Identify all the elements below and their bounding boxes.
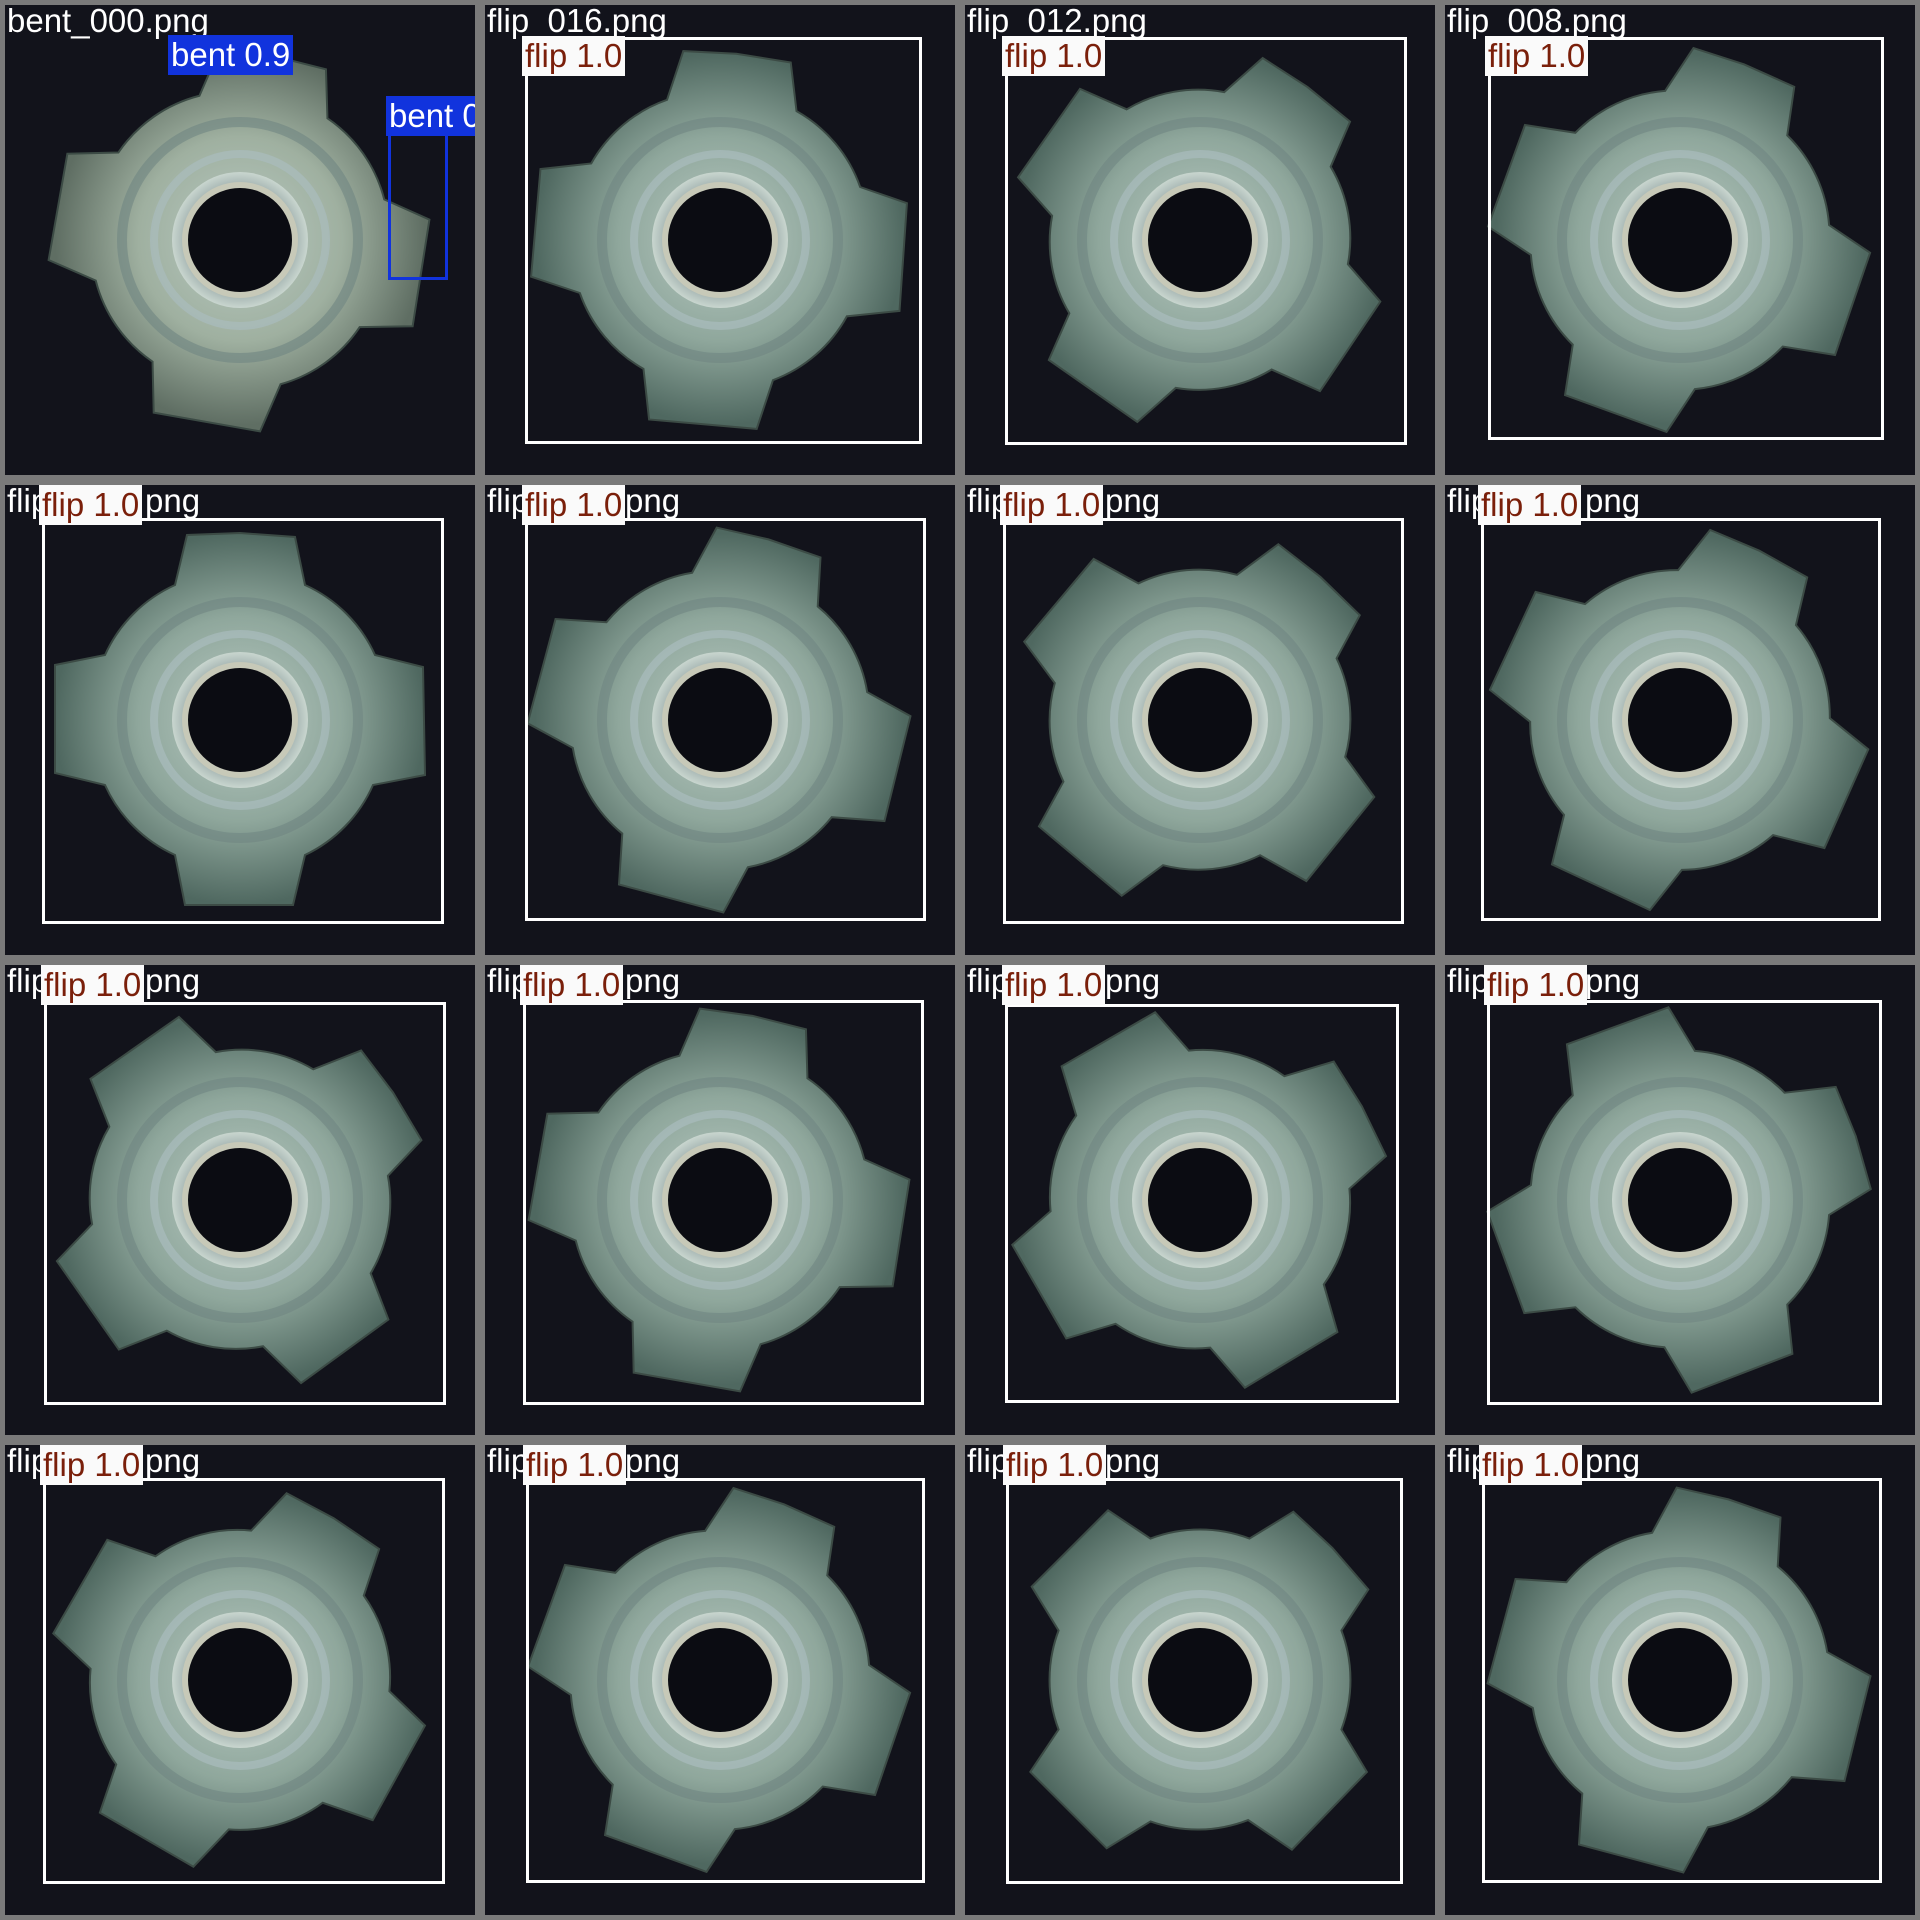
file-name-suffix: png [625,1445,681,1479]
flip-detection-box[interactable] [1481,518,1881,921]
file-name-suffix: png [1105,485,1161,519]
flip-detection-label: flip 1.0 [1002,36,1106,76]
t-nut-photo [1486,1486,1872,1874]
flip-detection-label: flip 1.0 [1485,36,1589,76]
flip-detection-box[interactable] [1487,1000,1882,1405]
flip-detection-label: flip 1.0 [1003,1445,1107,1485]
flip-detection-label: flip 1.0 [1478,485,1582,525]
flip-detection-box[interactable] [1488,37,1884,440]
file-name-suffix: png [625,485,681,519]
t-nut-photo [1022,542,1376,898]
file-name-suffix: png [1585,1445,1641,1479]
file-name-label: bent_000.png [7,5,209,39]
image-tile[interactable]: flip_012.png flip 1.0 [965,5,1435,475]
file-name-suffix: png [1585,965,1641,999]
bent-detection-label: bent 0.9 [168,35,294,75]
file-name-suffix: png [625,965,681,999]
t-nut-photo [47,47,431,433]
flip-detection-label: flip 1.0 [41,965,145,1005]
t-nut-photo [527,1007,911,1393]
file-name-suffix: png [1105,965,1161,999]
flip-detection-box[interactable] [523,1000,924,1405]
flip-detection-label: flip 1.0 [1002,965,1106,1005]
file-name-suffix: png [145,1445,201,1479]
t-nut-photo [1488,528,1870,912]
flip-detection-label: flip 1.0 [520,965,624,1005]
flip-detection-box[interactable] [525,37,922,444]
image-tile[interactable]: flip_016.png flip 1.0 [485,5,955,475]
t-nut-photo [1029,1509,1370,1852]
t-nut-photo [1486,1006,1872,1394]
flip-detection-label: flip 1.0 [1000,485,1104,525]
flip-detection-label: flip 1.0 [522,485,626,525]
flip-detection-label: flip 1.0 [1484,965,1588,1005]
flip-detection-label: flip 1.0 [39,485,143,525]
flip-detection-box[interactable] [1005,37,1407,445]
t-nut-photo [526,526,912,914]
flip-detection-label: flip 1.0 [522,36,626,76]
file-name-label: flip_016.png [487,5,667,39]
file-name-suffix: png [1585,485,1641,519]
flip-detection-label: flip 1.0 [523,1445,627,1485]
t-nut-photo [1011,1011,1388,1390]
file-name-label: flip_008.png [1447,5,1627,39]
file-name-suffix: png [1105,1445,1161,1479]
file-name-suffix: png [145,965,201,999]
t-nut-photo [55,1015,423,1385]
flip-detection-box[interactable] [44,1002,446,1405]
flip-detection-box[interactable] [526,1478,925,1883]
flip-detection-label: flip 1.0 [1479,1445,1583,1485]
t-nut-photo [1016,56,1382,424]
file-name-label: flip_012.png [967,5,1147,39]
flip-detection-box[interactable] [1006,1478,1403,1884]
flip-detection-box[interactable] [525,518,926,921]
bent-detection-label: bent 0.9 [386,96,475,136]
t-nut-photo [530,50,908,430]
flip-detection-box[interactable] [1003,518,1404,924]
t-nut-photo [1486,46,1872,434]
flip-detection-label: flip 1.0 [40,1445,144,1485]
flip-detection-box[interactable] [1482,1478,1882,1883]
image-tile[interactable]: flip_008.png flip 1.0 [1445,5,1915,475]
t-nut-photo [54,531,427,906]
t-nut-photo [52,1492,427,1868]
file-name-suffix: png [145,485,201,519]
flip-detection-box[interactable] [43,1478,445,1884]
flip-detection-box[interactable] [1005,1004,1399,1403]
flip-detection-box[interactable] [42,518,444,924]
t-nut-photo [526,1486,912,1874]
